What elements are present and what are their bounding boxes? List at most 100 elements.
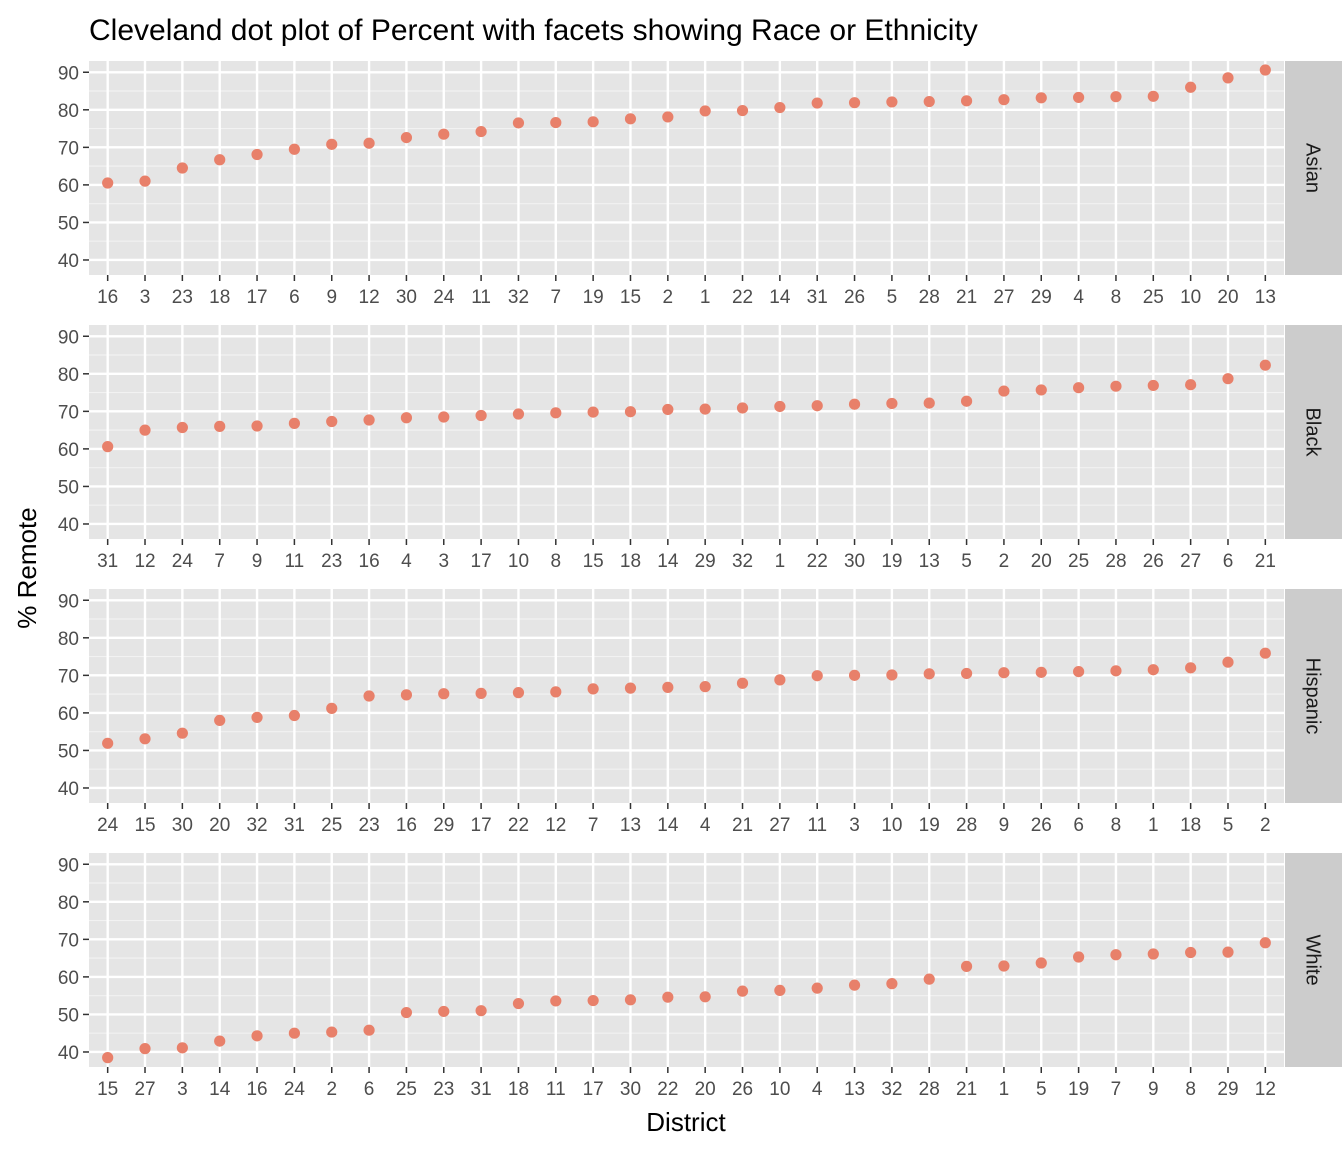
x-tick-label: 11	[471, 287, 491, 308]
data-point	[139, 1043, 151, 1055]
y-tick-label: 50	[58, 213, 79, 234]
data-point	[736, 104, 749, 117]
x-tick-label: 30	[172, 815, 193, 836]
data-point	[326, 415, 338, 428]
data-point	[848, 669, 861, 681]
x-tick-label: 13	[919, 551, 940, 572]
x-tick-label: 22	[657, 1079, 678, 1100]
x-tick-label: 10	[881, 815, 902, 836]
x-tick-label: 11	[285, 551, 305, 572]
y-tick-label: 60	[58, 440, 79, 461]
data-point	[923, 95, 935, 108]
data-point	[363, 690, 375, 702]
x-tick-label: 4	[812, 1079, 823, 1100]
x-tick-label: 20	[1031, 551, 1052, 572]
x-tick-label: 14	[769, 287, 791, 308]
y-tick-label: 50	[58, 1005, 79, 1026]
x-tick-label: 17	[471, 815, 492, 836]
data-point	[102, 1052, 114, 1064]
x-tick-label: 21	[732, 815, 753, 836]
y-tick-label: 70	[58, 930, 79, 951]
data-point	[214, 1035, 226, 1047]
x-tick-label: 1	[700, 287, 711, 308]
data-point	[139, 733, 151, 745]
x-tick-label: 20	[209, 815, 230, 836]
data-point	[811, 97, 823, 109]
x-tick-label: 9	[326, 287, 337, 308]
x-tick-label: 23	[172, 287, 193, 308]
data-point	[251, 420, 263, 432]
x-tick-label: 32	[881, 1079, 902, 1100]
x-tick-label: 15	[620, 287, 641, 308]
data-point	[139, 175, 151, 187]
x-tick-label: 30	[620, 1079, 641, 1100]
y-axis-title: % Remote	[12, 507, 42, 628]
data-point	[438, 128, 450, 140]
x-tick-label: 17	[246, 287, 267, 308]
x-tick-label: 20	[695, 1079, 716, 1100]
y-tick-label: 40	[58, 515, 79, 536]
data-point	[1185, 379, 1197, 391]
y-tick-label: 70	[58, 138, 79, 159]
data-point	[176, 162, 188, 174]
data-point	[587, 406, 599, 418]
data-point	[550, 995, 562, 1007]
data-point	[176, 421, 188, 434]
x-tick-label: 2	[326, 1079, 337, 1100]
x-tick-label: 27	[134, 1079, 155, 1100]
x-tick-label: 16	[246, 1079, 267, 1100]
data-point	[960, 395, 973, 407]
data-point	[1259, 359, 1271, 371]
y-tick-label: 60	[58, 968, 79, 989]
x-tick-label: 14	[657, 815, 679, 836]
y-tick-label: 40	[58, 779, 79, 800]
data-point	[363, 414, 375, 426]
data-point	[1073, 665, 1085, 678]
x-tick-label: 7	[214, 551, 225, 572]
data-point	[251, 1030, 263, 1042]
x-tick-label: 16	[359, 551, 380, 572]
data-point	[848, 398, 861, 410]
data-point	[662, 403, 674, 416]
x-tick-label: 29	[1217, 1079, 1238, 1100]
x-tick-label: 21	[956, 1079, 977, 1100]
data-point	[774, 674, 786, 686]
x-tick-label: 5	[887, 287, 898, 308]
panel-background	[89, 325, 1284, 539]
data-point	[400, 412, 413, 424]
y-tick-label: 80	[58, 629, 79, 650]
x-tick-label: 7	[588, 815, 599, 836]
x-tick-label: 18	[508, 1079, 529, 1100]
x-tick-label: 8	[1111, 815, 1122, 836]
x-tick-label: 6	[289, 287, 300, 308]
data-point	[288, 709, 300, 722]
x-tick-label: 3	[140, 287, 151, 308]
data-point	[1147, 379, 1159, 392]
x-tick-label: 28	[956, 815, 977, 836]
x-tick-label: 4	[1073, 287, 1084, 308]
x-tick-label: 3	[438, 551, 449, 572]
y-tick-label: 60	[58, 704, 79, 725]
data-point	[1073, 91, 1085, 104]
x-tick-label: 10	[769, 1079, 790, 1100]
y-tick-label: 90	[58, 591, 79, 612]
x-tick-label: 12	[1255, 1079, 1276, 1100]
x-tick-label: 31	[471, 1079, 492, 1100]
x-tick-label: 21	[1255, 551, 1276, 572]
x-tick-label: 28	[919, 287, 940, 308]
x-tick-label: 3	[849, 815, 860, 836]
data-point	[1035, 384, 1047, 396]
data-point	[288, 143, 300, 155]
data-point	[1259, 64, 1271, 76]
data-point	[811, 982, 823, 994]
y-tick-label: 80	[58, 101, 79, 122]
x-tick-label: 30	[844, 551, 865, 572]
x-tick-label: 13	[620, 815, 641, 836]
data-point	[1147, 90, 1159, 102]
x-tick-label: 4	[401, 551, 412, 572]
x-tick-label: 22	[508, 815, 529, 836]
